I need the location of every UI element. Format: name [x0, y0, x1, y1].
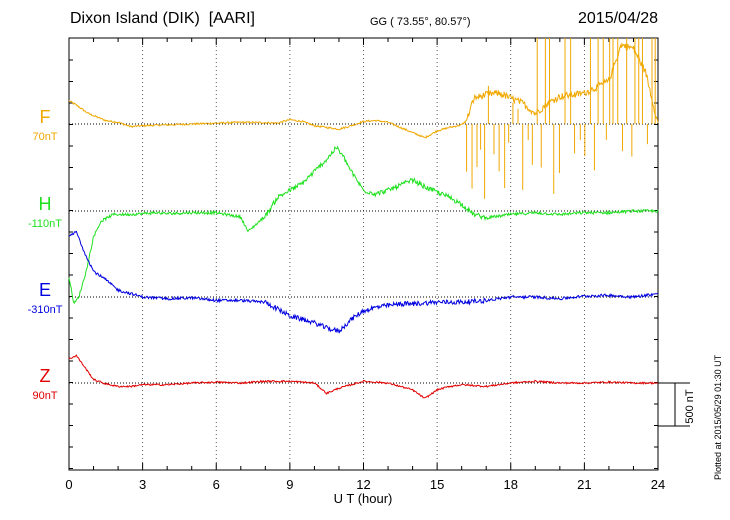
x-tick-label: 12 — [356, 477, 370, 492]
series-name-z: Z — [40, 366, 51, 386]
trace-h — [68, 145, 659, 305]
x-tick-label: 15 — [430, 477, 444, 492]
series-name-e: E — [39, 280, 51, 300]
x-tick-labels: 0 3 6 9 12 15 18 21 24 — [65, 477, 665, 492]
trace-e — [68, 230, 659, 334]
series-labels: F 70nT H -110nT E -310nT Z 90nT — [28, 107, 63, 402]
plot-date: 2015/04/28 — [578, 10, 659, 27]
observatory-code: [AARI] — [208, 10, 255, 27]
series-name-f: F — [40, 107, 51, 127]
series-name-h: H — [39, 194, 52, 214]
baselines — [69, 123, 658, 384]
series-baseline-h: -110nT — [28, 218, 62, 230]
series-baseline-f: 70nT — [32, 131, 57, 143]
x-tick-label: 9 — [286, 477, 293, 492]
axis-ticks — [68, 38, 659, 470]
x-tick-label: 21 — [577, 477, 591, 492]
scale-bar-label: 500 nT — [684, 389, 696, 424]
x-tick-label: 18 — [504, 477, 518, 492]
series-baseline-e: -310nT — [28, 304, 63, 316]
x-tick-label: 6 — [213, 477, 220, 492]
x-tick-label: 3 — [139, 477, 146, 492]
scale-bar: 500 nT — [658, 382, 696, 427]
x-tick-label: 24 — [651, 477, 665, 492]
plotted-timestamp: Plotted at 2015/05/29 01:30 UT — [713, 354, 723, 480]
grid — [142, 38, 585, 470]
x-tick-label: 0 — [65, 477, 72, 492]
trace-z — [68, 354, 658, 399]
trace-f — [68, 42, 659, 139]
station-name: Dixon Island (DIK) — [70, 10, 200, 27]
traces — [68, 38, 659, 399]
x-axis-label: U T (hour) — [334, 491, 393, 506]
series-baseline-z: 90nT — [32, 390, 57, 402]
station-title: Dixon Island (DIK) [AARI] — [70, 10, 255, 28]
station-coordinates: GG ( 73.55°, 80.57°) — [370, 16, 471, 28]
